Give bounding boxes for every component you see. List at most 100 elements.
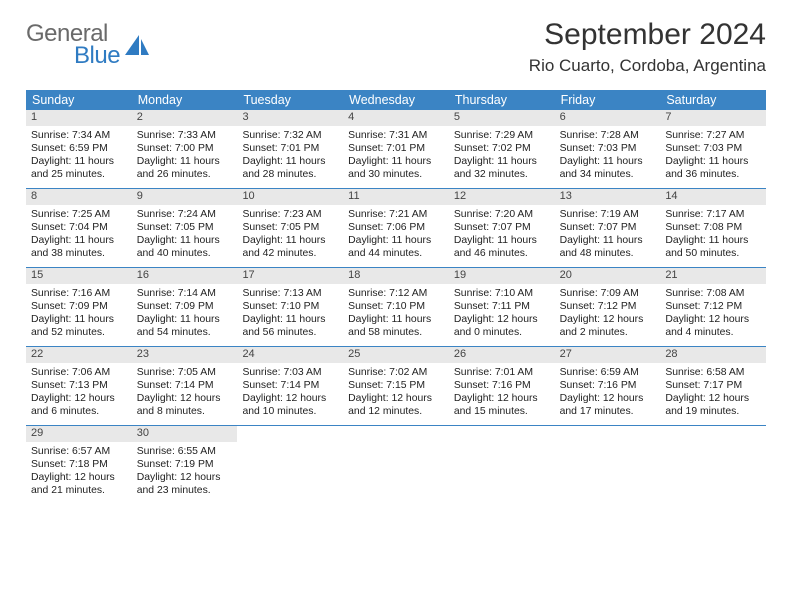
day-cell: 7Sunrise: 7:27 AMSunset: 7:03 PMDaylight… [660,110,766,188]
weekday-col: Sunday [26,90,132,110]
sunset-text: Sunset: 7:08 PM [665,221,761,234]
sunset-text: Sunset: 7:07 PM [454,221,550,234]
sunset-text: Sunset: 7:19 PM [137,458,233,471]
sunrise-text: Sunrise: 7:31 AM [348,129,444,142]
sunset-text: Sunset: 6:59 PM [31,142,127,155]
daylight-text: Daylight: 12 hours and 4 minutes. [665,313,761,339]
week-row: 29Sunrise: 6:57 AMSunset: 7:18 PMDayligh… [26,426,766,504]
day-body: Sunrise: 7:08 AMSunset: 7:12 PMDaylight:… [660,284,766,343]
day-cell: 8Sunrise: 7:25 AMSunset: 7:04 PMDaylight… [26,189,132,267]
sunrise-text: Sunrise: 7:33 AM [137,129,233,142]
day-number: 8 [26,189,132,205]
day-number: 20 [555,268,661,284]
sunrise-text: Sunrise: 7:23 AM [242,208,338,221]
day-cell: 27Sunrise: 6:59 AMSunset: 7:16 PMDayligh… [555,347,661,425]
day-cell: 28Sunrise: 6:58 AMSunset: 7:17 PMDayligh… [660,347,766,425]
daylight-text: Daylight: 11 hours and 40 minutes. [137,234,233,260]
weekday-header: Sunday Monday Tuesday Wednesday Thursday… [26,90,766,110]
sunrise-text: Sunrise: 6:57 AM [31,445,127,458]
day-cell: 9Sunrise: 7:24 AMSunset: 7:05 PMDaylight… [132,189,238,267]
sunrise-text: Sunrise: 7:08 AM [665,287,761,300]
day-body: Sunrise: 7:21 AMSunset: 7:06 PMDaylight:… [343,205,449,264]
sunset-text: Sunset: 7:02 PM [454,142,550,155]
day-number: 15 [26,268,132,284]
day-number: 14 [660,189,766,205]
sunset-text: Sunset: 7:10 PM [348,300,444,313]
sunset-text: Sunset: 7:18 PM [31,458,127,471]
sunrise-text: Sunrise: 7:29 AM [454,129,550,142]
sunrise-text: Sunrise: 7:14 AM [137,287,233,300]
daylight-text: Daylight: 11 hours and 28 minutes. [242,155,338,181]
day-number: 1 [26,110,132,126]
day-body: Sunrise: 7:32 AMSunset: 7:01 PMDaylight:… [237,126,343,185]
sunset-text: Sunset: 7:04 PM [31,221,127,234]
daylight-text: Daylight: 12 hours and 0 minutes. [454,313,550,339]
daylight-text: Daylight: 11 hours and 42 minutes. [242,234,338,260]
sunrise-text: Sunrise: 7:16 AM [31,287,127,300]
day-cell: 29Sunrise: 6:57 AMSunset: 7:18 PMDayligh… [26,426,132,504]
sunset-text: Sunset: 7:17 PM [665,379,761,392]
day-number: 21 [660,268,766,284]
daylight-text: Daylight: 11 hours and 25 minutes. [31,155,127,181]
day-cell: 17Sunrise: 7:13 AMSunset: 7:10 PMDayligh… [237,268,343,346]
sunset-text: Sunset: 7:03 PM [560,142,656,155]
day-cell: 6Sunrise: 7:28 AMSunset: 7:03 PMDaylight… [555,110,661,188]
day-cell: 16Sunrise: 7:14 AMSunset: 7:09 PMDayligh… [132,268,238,346]
day-cell: 3Sunrise: 7:32 AMSunset: 7:01 PMDaylight… [237,110,343,188]
day-number: 29 [26,426,132,442]
sunset-text: Sunset: 7:12 PM [665,300,761,313]
weekday-col: Friday [555,90,661,110]
day-body: Sunrise: 6:58 AMSunset: 7:17 PMDaylight:… [660,363,766,422]
day-cell: 10Sunrise: 7:23 AMSunset: 7:05 PMDayligh… [237,189,343,267]
daylight-text: Daylight: 11 hours and 34 minutes. [560,155,656,181]
weekday-col: Saturday [660,90,766,110]
day-number: 9 [132,189,238,205]
sunrise-text: Sunrise: 7:09 AM [560,287,656,300]
weekday-col: Tuesday [237,90,343,110]
sunrise-text: Sunrise: 7:24 AM [137,208,233,221]
sunrise-text: Sunrise: 7:20 AM [454,208,550,221]
day-cell: 12Sunrise: 7:20 AMSunset: 7:07 PMDayligh… [449,189,555,267]
page-title: September 2024 [529,18,766,52]
brand-sub: Blue [74,42,120,70]
sunrise-text: Sunrise: 7:12 AM [348,287,444,300]
sunrise-text: Sunrise: 7:17 AM [665,208,761,221]
sunset-text: Sunset: 7:16 PM [454,379,550,392]
daylight-text: Daylight: 11 hours and 44 minutes. [348,234,444,260]
sunrise-text: Sunrise: 7:06 AM [31,366,127,379]
day-cell [449,426,555,504]
sunrise-text: Sunrise: 6:55 AM [137,445,233,458]
week-row: 15Sunrise: 7:16 AMSunset: 7:09 PMDayligh… [26,268,766,347]
day-number: 3 [237,110,343,126]
day-number: 26 [449,347,555,363]
day-body: Sunrise: 7:14 AMSunset: 7:09 PMDaylight:… [132,284,238,343]
day-cell: 26Sunrise: 7:01 AMSunset: 7:16 PMDayligh… [449,347,555,425]
day-body: Sunrise: 7:01 AMSunset: 7:16 PMDaylight:… [449,363,555,422]
day-number: 12 [449,189,555,205]
day-number: 6 [555,110,661,126]
brand-sail-icon [123,33,151,64]
day-number: 25 [343,347,449,363]
daylight-text: Daylight: 12 hours and 15 minutes. [454,392,550,418]
sunrise-text: Sunrise: 7:05 AM [137,366,233,379]
day-body: Sunrise: 7:23 AMSunset: 7:05 PMDaylight:… [237,205,343,264]
weekday-col: Monday [132,90,238,110]
day-body: Sunrise: 7:25 AMSunset: 7:04 PMDaylight:… [26,205,132,264]
day-body: Sunrise: 7:09 AMSunset: 7:12 PMDaylight:… [555,284,661,343]
day-cell: 18Sunrise: 7:12 AMSunset: 7:10 PMDayligh… [343,268,449,346]
day-body: Sunrise: 7:31 AMSunset: 7:01 PMDaylight:… [343,126,449,185]
day-number: 22 [26,347,132,363]
weekday-col: Thursday [449,90,555,110]
day-cell: 25Sunrise: 7:02 AMSunset: 7:15 PMDayligh… [343,347,449,425]
sunset-text: Sunset: 7:14 PM [242,379,338,392]
day-number: 24 [237,347,343,363]
day-cell: 21Sunrise: 7:08 AMSunset: 7:12 PMDayligh… [660,268,766,346]
location: Rio Cuarto, Cordoba, Argentina [529,56,766,76]
day-cell: 4Sunrise: 7:31 AMSunset: 7:01 PMDaylight… [343,110,449,188]
sunrise-text: Sunrise: 7:21 AM [348,208,444,221]
day-cell: 5Sunrise: 7:29 AMSunset: 7:02 PMDaylight… [449,110,555,188]
day-body: Sunrise: 7:24 AMSunset: 7:05 PMDaylight:… [132,205,238,264]
day-cell: 19Sunrise: 7:10 AMSunset: 7:11 PMDayligh… [449,268,555,346]
day-body: Sunrise: 7:28 AMSunset: 7:03 PMDaylight:… [555,126,661,185]
title-block: September 2024 Rio Cuarto, Cordoba, Arge… [529,18,766,76]
